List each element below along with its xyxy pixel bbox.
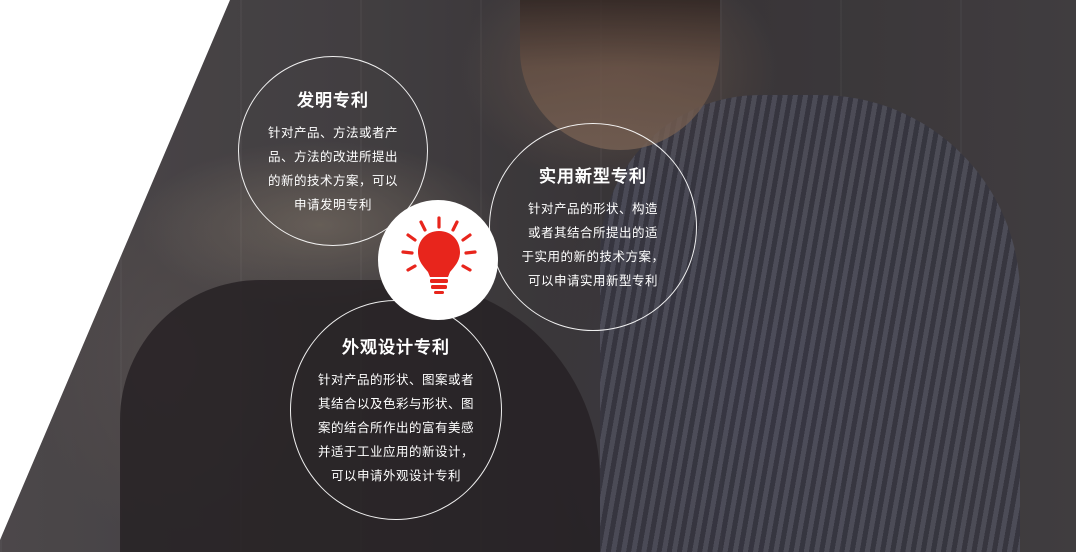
design-patent-line: 其结合以及色彩与形状、图 [307, 392, 485, 416]
invention-patent-line: 品、方法的改进所提出 [257, 145, 409, 169]
invention-patent-line: 针对产品、方法或者产 [257, 121, 409, 145]
design-patent-description: 针对产品的形状、图案或者 其结合以及色彩与形状、图 案的结合所作出的富有美感 并… [307, 368, 485, 488]
utility-patent-circle: 实用新型专利 针对产品的形状、构造 或者其结合所提出的适 于实用的新的技术方案，… [489, 123, 697, 331]
utility-patent-line: 或者其结合所提出的适 [513, 221, 673, 245]
invention-patent-title: 发明专利 [297, 86, 369, 111]
utility-patent-line: 针对产品的形状、构造 [513, 197, 673, 221]
center-badge [378, 200, 498, 320]
utility-patent-title: 实用新型专利 [539, 162, 647, 187]
lightbulb-icon [378, 200, 498, 320]
design-patent-line: 可以申请外观设计专利 [307, 464, 485, 488]
invention-patent-line: 的新的技术方案，可以 [257, 169, 409, 193]
design-patent-line: 案的结合所作出的富有美感 [307, 416, 485, 440]
design-patent-title: 外观设计专利 [342, 333, 450, 358]
design-patent-line: 并适于工业应用的新设计， [307, 440, 485, 464]
utility-patent-line: 于实用的新的技术方案， [513, 245, 673, 269]
utility-patent-line: 可以申请实用新型专利 [513, 269, 673, 293]
utility-patent-description: 针对产品的形状、构造 或者其结合所提出的适 于实用的新的技术方案， 可以申请实用… [513, 197, 673, 293]
design-patent-circle: 外观设计专利 针对产品的形状、图案或者 其结合以及色彩与形状、图 案的结合所作出… [290, 300, 502, 520]
design-patent-line: 针对产品的形状、图案或者 [307, 368, 485, 392]
